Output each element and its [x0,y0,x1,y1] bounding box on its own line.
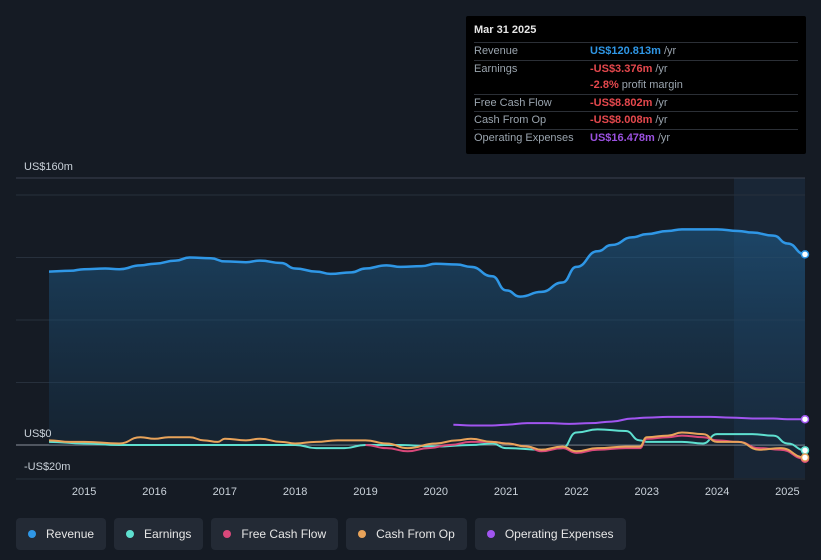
x-tick-label: 2020 [424,486,448,498]
series-endpoint-earnings [800,446,810,455]
series-layer [48,228,810,463]
tooltip-unit: profit margin [621,79,683,92]
tooltip-unit: /yr [663,45,677,58]
legend-dot-icon [223,530,232,538]
series-line-free-cash-flow [365,434,806,460]
legend-dot-icon [358,530,367,538]
tooltip-row-margin: -2.8% profit margin [474,77,798,94]
tooltip-label: Cash From Op [474,114,547,127]
x-tick-label: 2021 [494,486,518,498]
tooltip-row-revenue: Revenue US$120.813m /yr [474,42,798,60]
tooltip-label: Earnings [474,62,518,75]
legend-dot-icon [486,530,495,538]
series-line-earnings [48,428,806,452]
x-tick-label: 2024 [705,486,729,498]
tooltip-label: Operating Expenses [474,131,574,144]
legend-item-cash-from-op[interactable]: Cash From Op [346,518,467,550]
legend: Revenue Earnings Free Cash Flow Cash Fro… [16,518,626,550]
legend-item-free-cash-flow[interactable]: Free Cash Flow [211,518,339,550]
tooltip-panel: Mar 31 2025 Revenue US$120.813m /yr Earn… [466,16,806,154]
tooltip-value: US$120.813m [590,45,661,58]
series-endpoint-operating-expenses [800,414,810,424]
legend-dot-icon [126,530,135,538]
tooltip-unit: /yr [657,131,671,144]
tooltip-value: US$16.478m [590,131,655,144]
chart: US$160m US$0 -US$20m 2015 2016 2017 2018 2019 20… [16,161,810,498]
legend-label: Operating Expenses [504,527,614,541]
tooltip-date: Mar 31 2025 [474,24,537,36]
legend-label: Cash From Op [376,527,455,541]
x-tick-label: 2022 [564,486,588,498]
y-tick-label: US$0 [24,428,52,440]
tooltip-row-earnings: Earnings -US$3.376m /yr [474,59,798,78]
x-tick-label: 2025 [775,486,799,498]
legend-item-operating-expenses[interactable]: Operating Expenses [474,518,626,550]
series-line-cash-from-op [48,431,806,459]
x-tick-label: 2018 [283,486,307,498]
series-line-revenue [48,228,806,298]
series-line-operating-expenses [453,415,805,427]
tooltip-unit: /yr [655,62,668,75]
x-tick-label: 2023 [635,486,659,498]
y-tick-label: US$160m [24,161,73,173]
legend-label: Earnings [144,527,192,541]
tooltip-row-cfo: Cash From Op -US$8.008m /yr [474,111,798,129]
series-endpoint-revenue [800,250,810,259]
tooltip-value: -2.8% [590,79,619,92]
legend-item-earnings[interactable]: Earnings [114,518,204,550]
tooltip-row-fcf: Free Cash Flow -US$8.802m /yr [474,93,798,112]
tooltip-unit: /yr [655,96,668,109]
tooltip-value: -US$8.802m [590,96,653,109]
series-endpoint-cash-from-op [800,453,810,462]
x-tick-label: 2019 [353,486,377,498]
legend-label: Revenue [46,527,95,541]
tooltip-label: Revenue [474,45,519,58]
tick-layer: US$160m US$0 -US$20m 2015 2016 2017 2018 2019 20… [24,161,800,498]
legend-dot-icon [28,530,36,538]
legend-item-revenue[interactable]: Revenue [16,518,107,550]
y-tick-label: -US$20m [24,461,70,473]
tooltip-value: -US$3.376m [590,62,653,75]
x-tick-label: 2015 [72,486,96,498]
tooltip-row-opex: Operating Expenses US$16.478m /yr [474,128,798,147]
series-area-revenue [49,229,805,445]
x-tick-label: 2016 [142,486,166,498]
x-tick-label: 2017 [213,486,237,498]
tooltip-value: -US$8.008m [590,114,653,127]
legend-label: Free Cash Flow [241,527,327,541]
tooltip-unit: /yr [655,114,668,127]
tooltip-label: Free Cash Flow [474,96,552,109]
